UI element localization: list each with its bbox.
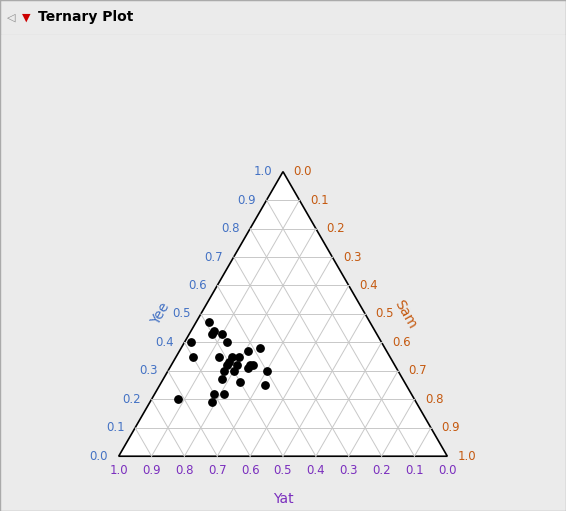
Text: Sam: Sam [392,297,419,331]
Point [188,353,197,361]
Point [222,338,231,346]
Text: 0.6: 0.6 [188,279,207,292]
Point [208,330,217,338]
Text: 0.9: 0.9 [441,421,460,434]
Text: 0.9: 0.9 [238,194,256,206]
Text: ▼: ▼ [22,12,30,22]
Point [218,330,227,338]
Text: 0.5: 0.5 [172,308,190,320]
Point [208,398,217,406]
Text: 0.7: 0.7 [208,464,226,477]
Point [186,338,195,346]
Text: 0.0: 0.0 [438,464,457,477]
Point [219,367,228,375]
Text: 0.1: 0.1 [405,464,424,477]
Text: 0.8: 0.8 [221,222,239,235]
Point [229,367,238,375]
Point [218,375,227,383]
Point [262,367,271,375]
Point [219,389,228,398]
Text: 0.3: 0.3 [139,364,157,377]
Text: 0.1: 0.1 [310,194,328,206]
Text: 0.6: 0.6 [392,336,411,349]
Text: 0.3: 0.3 [343,250,361,264]
Text: 0.0: 0.0 [294,165,312,178]
Polygon shape [119,172,447,456]
Point [209,389,218,398]
Text: 0.2: 0.2 [327,222,345,235]
Text: Yat: Yat [273,492,293,506]
Point [255,344,264,352]
Text: Yee: Yee [148,300,172,328]
Text: 0.5: 0.5 [274,464,292,477]
Text: 0.9: 0.9 [142,464,161,477]
Point [233,361,242,369]
Point [209,327,218,335]
Text: 1.0: 1.0 [254,165,272,178]
Text: 1.0: 1.0 [458,450,477,463]
Text: 0.4: 0.4 [359,279,378,292]
Text: 0.2: 0.2 [372,464,391,477]
Point [222,361,231,369]
Text: 0.4: 0.4 [155,336,174,349]
Text: 0.4: 0.4 [307,464,325,477]
Text: ◁: ◁ [7,12,15,22]
Point [173,395,182,403]
Text: 0.2: 0.2 [122,393,141,406]
Point [228,353,237,361]
Text: 0.7: 0.7 [409,364,427,377]
Point [204,318,213,327]
Text: 0.7: 0.7 [204,250,223,264]
Point [234,353,243,361]
Point [244,364,253,372]
Text: 0.1: 0.1 [106,421,125,434]
Point [260,381,269,389]
Text: 1.0: 1.0 [109,464,128,477]
Point [236,378,245,386]
Point [249,361,258,369]
Point [215,353,224,361]
Text: 0.5: 0.5 [376,308,394,320]
Text: 0.0: 0.0 [90,450,108,463]
Text: 0.8: 0.8 [175,464,194,477]
Text: 0.8: 0.8 [425,393,443,406]
Text: 0.3: 0.3 [340,464,358,477]
Text: 0.6: 0.6 [241,464,259,477]
Point [246,361,255,369]
Point [244,347,253,355]
Point [224,358,233,366]
Text: Ternary Plot: Ternary Plot [38,10,134,25]
